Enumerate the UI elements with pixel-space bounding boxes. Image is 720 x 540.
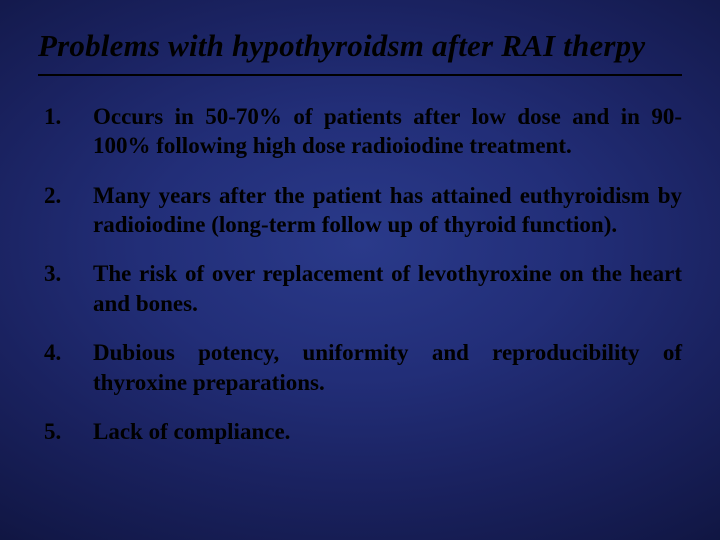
list-item: Lack of compliance. xyxy=(38,417,682,446)
list-item: Many years after the patient has attaine… xyxy=(38,181,682,240)
list-item: The risk of over replacement of levothyr… xyxy=(38,259,682,318)
slide-title: Problems with hypothyroidsm after RAI th… xyxy=(38,28,682,76)
bullet-list: Occurs in 50-70% of patients after low d… xyxy=(38,102,682,447)
list-item: Occurs in 50-70% of patients after low d… xyxy=(38,102,682,161)
slide-container: Problems with hypothyroidsm after RAI th… xyxy=(0,0,720,540)
list-item: Dubious potency, uniformity and reproduc… xyxy=(38,338,682,397)
